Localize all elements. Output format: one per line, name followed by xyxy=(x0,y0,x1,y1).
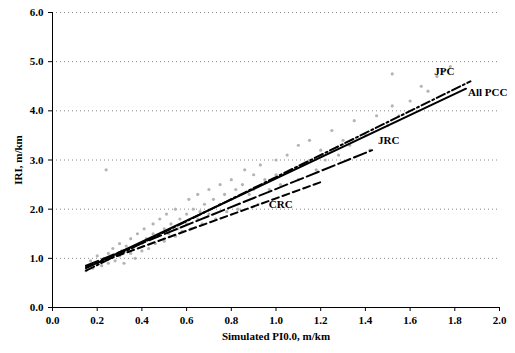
svg-text:JRC: JRC xyxy=(378,134,399,146)
svg-text:1.4: 1.4 xyxy=(359,314,373,326)
svg-text:0.0: 0.0 xyxy=(30,301,44,313)
svg-text:2.0: 2.0 xyxy=(30,203,44,215)
svg-text:1.8: 1.8 xyxy=(448,314,462,326)
svg-text:1.6: 1.6 xyxy=(403,314,417,326)
svg-text:0.4: 0.4 xyxy=(135,314,149,326)
svg-text:0.6: 0.6 xyxy=(180,314,194,326)
svg-text:3.0: 3.0 xyxy=(30,154,44,166)
svg-text:1.0: 1.0 xyxy=(269,314,283,326)
svg-text:CRC: CRC xyxy=(269,198,293,210)
svg-text:1.0: 1.0 xyxy=(30,252,44,264)
svg-text:IRI, m/km: IRI, m/km xyxy=(12,135,24,185)
svg-text:Simulated PI0.0, m/km: Simulated PI0.0, m/km xyxy=(222,330,330,342)
svg-text:All PCC: All PCC xyxy=(468,86,507,98)
svg-text:JPC: JPC xyxy=(434,65,454,77)
svg-text:0.2: 0.2 xyxy=(90,314,104,326)
svg-text:0.0: 0.0 xyxy=(46,314,60,326)
svg-text:4.0: 4.0 xyxy=(30,104,44,116)
svg-text:2.0: 2.0 xyxy=(493,314,507,326)
svg-text:0.8: 0.8 xyxy=(224,314,238,326)
svg-text:1.2: 1.2 xyxy=(314,314,328,326)
svg-text:6.0: 6.0 xyxy=(30,6,44,18)
svg-text:5.0: 5.0 xyxy=(30,55,44,67)
